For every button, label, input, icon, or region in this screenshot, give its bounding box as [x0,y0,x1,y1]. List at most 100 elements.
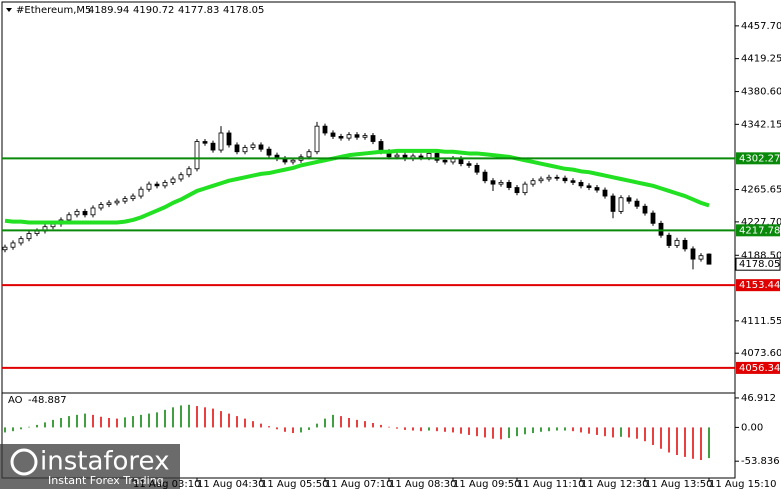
plot-frame [1,1,736,479]
price-label-bg [735,257,781,271]
candle-body [2,246,8,251]
x-tick-label: 11 Aug 15:10 [709,479,776,489]
watermark-brand: instaforex [40,447,169,477]
candle-body [186,168,192,176]
candle-body [570,180,576,183]
y-tick-label: 4380.60 [741,87,781,98]
candle-body [266,148,272,156]
header-close: 4178.05 [223,5,264,16]
watermark-logo [10,448,38,476]
candle-body [138,188,144,197]
x-tick-label: 11 Aug 05:50 [261,479,328,489]
y-tick-label: 4188.50 [741,250,781,261]
candle-body [234,144,240,153]
price-label: 4178.05 [739,259,780,270]
candle-body [98,204,104,209]
candle-body [530,180,536,185]
candle-body [202,141,208,144]
x-tick-label: 11 Aug 07:10 [325,479,392,489]
candle-body [466,163,472,166]
menu-arrow[interactable] [6,8,12,12]
candle-body [18,238,24,244]
candle-body [706,253,712,265]
candle-body [114,200,120,204]
y-tick-label: 4457.70 [741,21,781,32]
watermark-slogan: Instant Forex Trading [48,474,164,487]
candle-body [642,205,648,214]
candle-body [618,197,624,212]
level-label-bg [736,224,780,237]
y-tick-label: 4073.60 [741,348,781,359]
candle-body [522,183,528,194]
candle-body [210,142,216,151]
candle-body [130,195,136,200]
candle-body [602,189,608,197]
candle-body [154,183,160,187]
x-tick-label: 11 Aug 11:10 [517,479,584,489]
x-tick-label: 11 Aug 13:50 [645,479,712,489]
level-label: 4056.34 [739,363,780,374]
header-high: 4190.72 [133,5,174,16]
candle-body [122,198,128,202]
candle-body [442,159,448,163]
level-label-bg [736,279,780,292]
candle-body [682,239,688,250]
symbol-title: #Ethereum,M5 [16,5,91,16]
candle-body [226,132,232,146]
candle-body [434,153,440,161]
candle-body [354,134,360,138]
candle-body [34,230,40,234]
candle-body [578,182,584,187]
candle-body [594,187,600,191]
header-low: 4177.83 [178,5,219,16]
candle-body [170,178,176,183]
candle-body [490,180,496,185]
candle-body [338,135,344,139]
candle-body [50,223,56,228]
y-tick-label: 4111.55 [741,316,781,327]
candle-body [290,159,296,163]
ao-tick-label: -53.836 [741,456,780,467]
candle-body [690,248,696,260]
candle-body [506,182,512,188]
candle-body [250,144,256,148]
indicator-name: AO [8,395,23,406]
ao-tick-label: 0.00 [741,422,763,433]
moving-average [4,148,710,225]
candle-body [66,214,72,221]
candle-body [394,154,400,158]
candle-body [346,134,352,139]
candle-body [658,222,664,236]
x-tick-label: 11 Aug 08:30 [389,479,456,489]
ao-tick-label: 46.912 [741,393,776,404]
candle-body [482,171,488,182]
candle-body [314,125,320,153]
candle-body [74,210,80,216]
candle-body [474,164,480,173]
candle-body [178,174,184,180]
candle-body [218,132,224,151]
x-tick-label: 11 Aug 03:10 [133,479,200,489]
candle-body [322,125,328,134]
candle-body [546,176,552,180]
y-tick-label: 4342.15 [741,119,781,130]
candle-body [90,207,96,216]
candle-body [634,200,640,207]
level-label: 4302.27 [739,153,780,164]
candle-body [146,183,152,190]
y-tick-label: 4419.25 [741,54,781,65]
level-label-bg [736,152,780,165]
candle-body [362,135,368,138]
candle-body [538,178,544,182]
candle-body [10,242,16,248]
candle-body [698,255,704,260]
candle-body [610,195,616,212]
candle-body [194,141,200,170]
level-label: 4153.44 [739,280,780,291]
candle-body [650,212,656,224]
candle-body [162,182,168,187]
candle-body [426,153,432,159]
indicator-value: -48.887 [28,395,67,406]
header-open: 4189.94 [88,5,129,16]
